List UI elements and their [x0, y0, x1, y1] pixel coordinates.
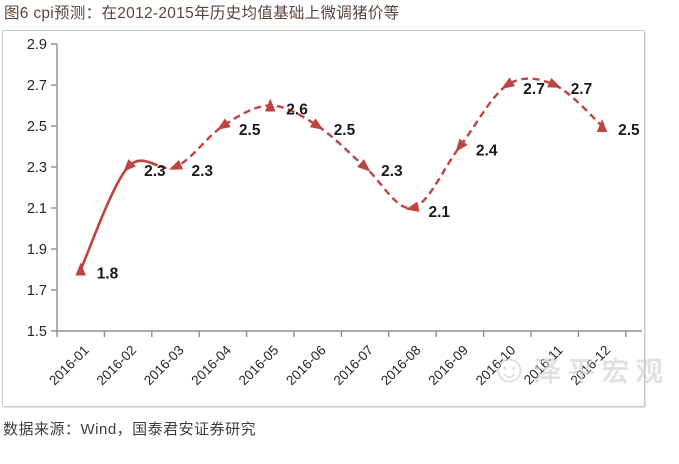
y-tick-label: 2.3 — [27, 160, 47, 176]
data-point-marker — [75, 262, 86, 276]
x-tick-label: 2016-06 — [283, 343, 329, 389]
data-point-marker — [357, 159, 371, 172]
data-point-label: 2.3 — [381, 163, 403, 180]
data-point-label: 2.5 — [239, 122, 261, 139]
data-point-label: 2.6 — [286, 102, 308, 119]
x-tick-label: 2016-10 — [473, 343, 519, 389]
y-tick-label: 2.9 — [27, 37, 47, 53]
data-point-label: 2.3 — [144, 163, 166, 180]
x-tick-label: 2016-07 — [331, 343, 377, 389]
data-point-label: 2.5 — [334, 122, 356, 139]
chart-area: 1.5 1.7 1.9 2.1 2.3 2.5 2.7 2.9 2016-01 2016-02 20… — [2, 30, 663, 407]
data-point-label: 2.7 — [523, 81, 545, 98]
x-tick-label: 2016-05 — [236, 343, 282, 389]
data-point-marker — [596, 119, 608, 132]
x-tick-label: 2016-08 — [378, 343, 424, 389]
x-tick-label: 2016-11 — [521, 343, 566, 388]
data-point-label: 1.8 — [97, 266, 119, 283]
x-tick-label: 2016-12 — [568, 343, 614, 389]
data-point-marker — [169, 159, 184, 170]
data-point-marker — [547, 77, 562, 88]
chart-title: 图6 cpi预测：在2012-2015年历史均值基础上微调猪价等 — [4, 5, 400, 22]
data-point-marker — [123, 159, 136, 173]
x-tick-label: 2016-02 — [94, 343, 140, 389]
data-point-marker — [217, 118, 231, 130]
y-tick-label: 1.9 — [27, 242, 47, 258]
y-tick-label: 2.7 — [27, 78, 47, 94]
data-point-marker — [501, 77, 516, 89]
data-point-label: 2.3 — [192, 163, 214, 180]
y-tick-label: 1.5 — [27, 324, 47, 340]
x-tick-label: 2016-09 — [425, 343, 471, 389]
data-point-marker — [265, 98, 276, 112]
data-point-label: 2.4 — [476, 143, 498, 160]
y-tick-label: 1.7 — [27, 283, 47, 299]
data-point-marker — [455, 138, 468, 153]
x-tick-label: 2016-03 — [141, 343, 187, 389]
data-point-marker — [405, 201, 420, 212]
x-tick-label: 2016-01 — [46, 343, 92, 389]
data-source-label: 数据来源：Wind，国泰君安证券研究 — [3, 421, 257, 438]
x-tick-label: 2016-04 — [188, 342, 234, 388]
data-point-label: 2.5 — [618, 122, 640, 139]
data-point-marker — [309, 118, 324, 130]
data-point-label: 2.1 — [429, 204, 451, 221]
y-tick-label: 2.1 — [27, 201, 47, 217]
y-tick-label: 2.5 — [27, 119, 47, 135]
data-point-label: 2.7 — [571, 81, 593, 98]
